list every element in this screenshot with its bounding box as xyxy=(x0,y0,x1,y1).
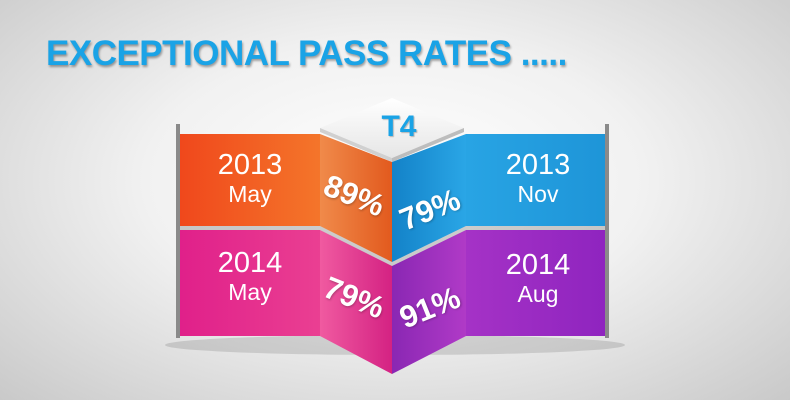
panel-year: 2013 xyxy=(217,149,283,181)
panel-month: May xyxy=(228,278,272,305)
panel-year: 2013 xyxy=(505,149,571,181)
panel-year: 2014 xyxy=(505,249,571,281)
panel-2013-nov: 2013 Nov xyxy=(476,149,600,207)
panel-year: 2014 xyxy=(217,247,283,279)
t4-badge: T4 xyxy=(381,110,417,143)
panel-month: Nov xyxy=(517,180,559,207)
panel-2013-may: 2013 May xyxy=(190,149,310,207)
panel-month: May xyxy=(228,180,272,207)
panel-2014-may: 2014 May xyxy=(190,247,310,305)
page-headline: EXCEPTIONAL PASS RATES ..... xyxy=(46,34,567,73)
panel-2014-aug: 2014 Aug xyxy=(476,249,600,307)
panel-month: Aug xyxy=(517,280,559,307)
